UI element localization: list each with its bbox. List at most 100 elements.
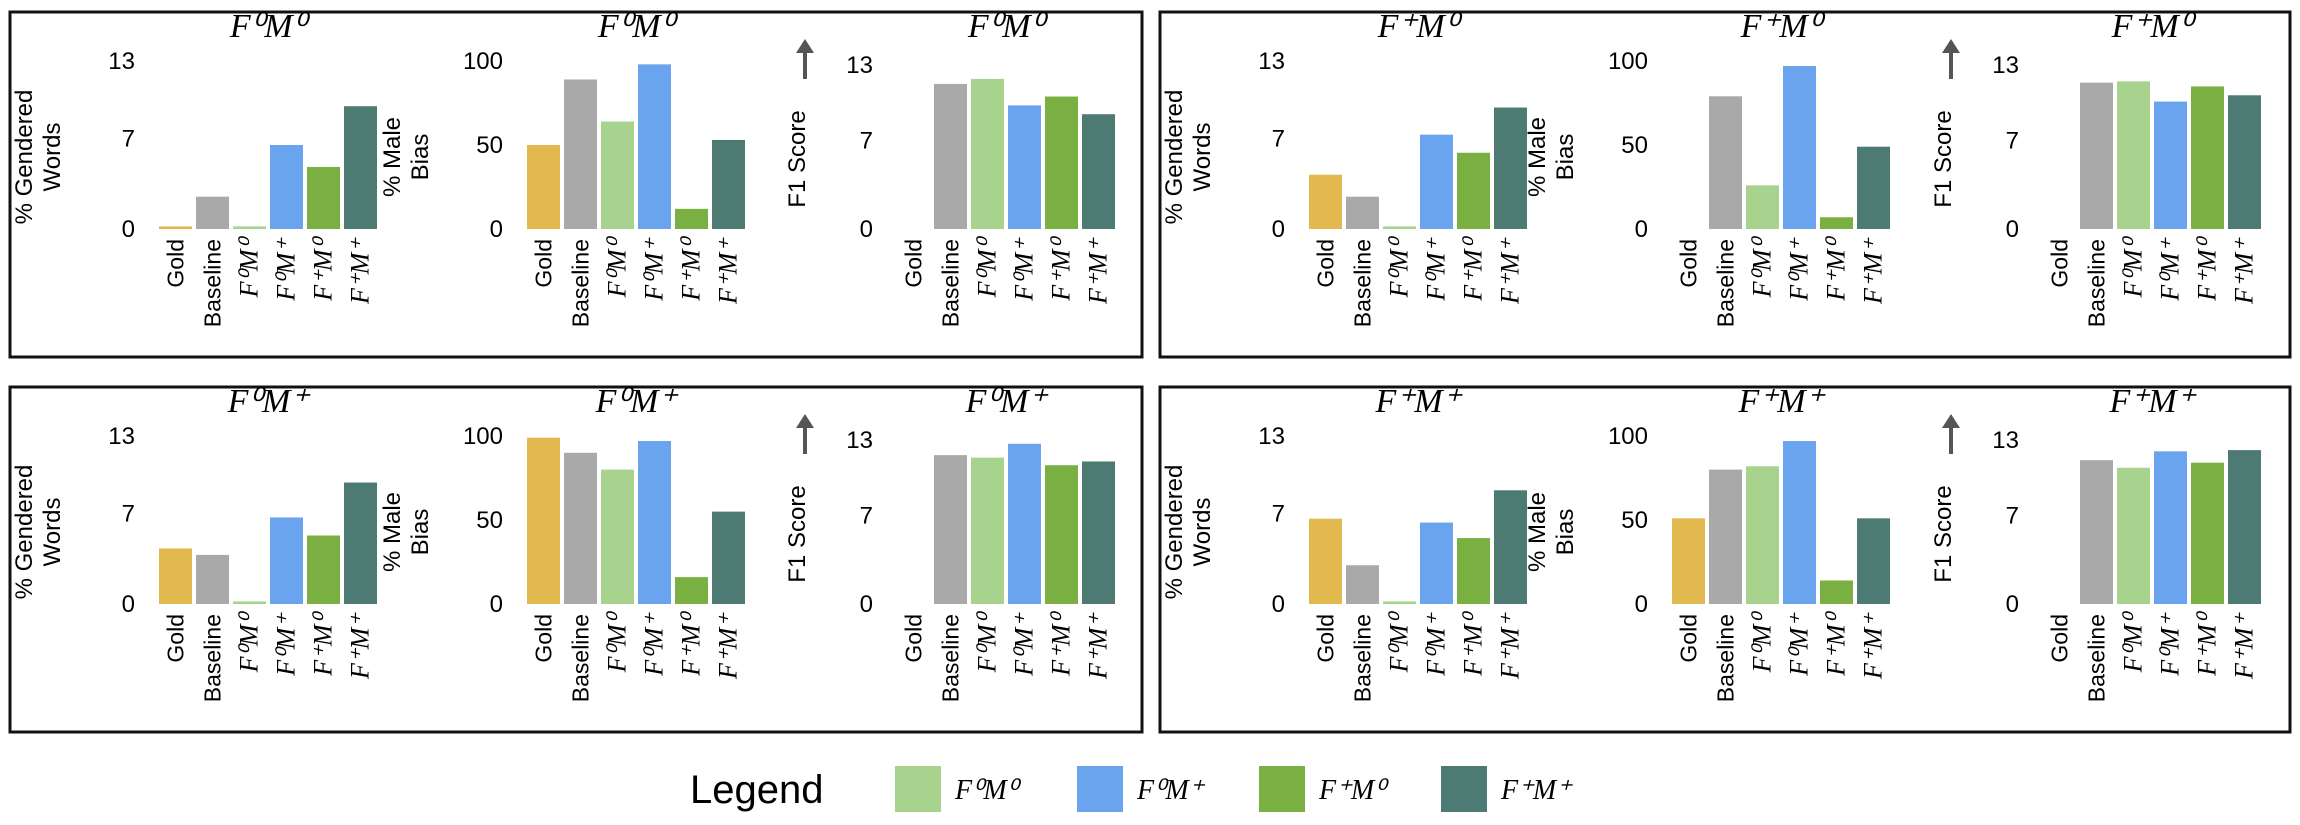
bar-fplusm0 xyxy=(1820,217,1853,229)
x-tick-label: F⁰M⁺ xyxy=(2156,612,2185,677)
up-arrow-icon xyxy=(796,414,814,454)
x-tick-label: Gold xyxy=(1676,239,1702,288)
y-axis-label: % MaleBias xyxy=(379,117,434,197)
bar-fplusm0 xyxy=(675,577,708,604)
bar-gold xyxy=(527,145,560,229)
chart-title: F⁺M⁺ xyxy=(2109,383,2198,420)
x-tick-label: Baseline xyxy=(1350,239,1376,327)
bar-f0mplus xyxy=(1008,443,1041,604)
bar-f0mplus xyxy=(1783,66,1816,229)
chart-title: F⁰M⁺ xyxy=(965,383,1050,420)
bar-f0mplus xyxy=(638,441,671,604)
y-tick-label: 13 xyxy=(846,427,873,454)
chart-title: F⁰M⁺ xyxy=(227,383,312,420)
y-tick-label: 13 xyxy=(1258,423,1285,450)
chart-title: F⁺M⁺ xyxy=(1375,383,1464,420)
y-axis-label: F1 Score xyxy=(784,110,811,207)
y-tick-label: 7 xyxy=(122,126,135,153)
bar-fplusm+ xyxy=(1857,518,1890,604)
y-axis-label: % GenderedWords xyxy=(11,90,66,225)
bar-gold xyxy=(1672,518,1705,604)
x-tick-label: F⁺M⁺ xyxy=(1084,612,1113,680)
y-tick-label: 100 xyxy=(1608,48,1648,75)
y-axis-label: % GenderedWords xyxy=(11,465,66,600)
x-tick-label: F⁺M⁰ xyxy=(677,610,706,676)
x-tick-label: Gold xyxy=(163,239,189,288)
bar-f0mplus xyxy=(2154,101,2187,229)
x-tick-label: Baseline xyxy=(2084,614,2110,702)
bar-f0m0 xyxy=(1746,185,1779,229)
x-tick-label: F⁰M⁰ xyxy=(973,235,1002,298)
y-tick-label: 13 xyxy=(108,48,135,75)
x-tick-label: F⁺M⁺ xyxy=(1084,237,1113,305)
bar-f0m0 xyxy=(971,78,1004,229)
x-tick-label: F⁺M⁰ xyxy=(1459,235,1488,301)
bar-baseline xyxy=(1346,196,1379,229)
bar-fplusm+ xyxy=(2228,450,2261,604)
chart-title: F⁺M⁰ xyxy=(1377,8,1463,45)
x-tick-label: Baseline xyxy=(2084,239,2110,327)
y-tick-label: 0 xyxy=(122,216,135,243)
y-tick-label: 100 xyxy=(1608,423,1648,450)
x-tick-label: F⁺M⁰ xyxy=(2193,235,2222,301)
x-tick-label: F⁰M⁺ xyxy=(272,237,301,302)
bar-f0m0 xyxy=(971,457,1004,604)
x-tick-label: Baseline xyxy=(200,614,226,702)
x-tick-label: Gold xyxy=(1313,239,1339,288)
y-tick-label: 0 xyxy=(1272,216,1285,243)
legend-item-label: F⁺M⁰ xyxy=(1318,775,1389,806)
x-tick-label: Gold xyxy=(2047,614,2073,663)
legend-item-label: F⁺M⁺ xyxy=(1500,775,1573,806)
x-tick-label: F⁰M⁺ xyxy=(2156,237,2185,302)
bar-gold xyxy=(159,226,192,229)
male-bias-chart: F⁰M⁺ 0 50 100 % MaleBias Gold Baseline F⁰M⁰ F⁰M⁺… xyxy=(379,383,745,702)
y-tick-label: 7 xyxy=(1272,126,1285,153)
chart-title: F⁰M⁰ xyxy=(597,8,679,45)
y-tick-label: 7 xyxy=(1272,501,1285,528)
y-axis-label: % MaleBias xyxy=(1524,492,1579,572)
group-panel-f0mp xyxy=(8,385,1144,734)
bar-baseline xyxy=(934,83,967,229)
y-axis-label: % MaleBias xyxy=(379,492,434,572)
x-tick-label: Gold xyxy=(531,239,557,288)
chart-title: F⁰M⁰ xyxy=(229,8,311,45)
x-tick-label: F⁺M⁰ xyxy=(309,235,338,301)
y-axis-label: F1 Score xyxy=(1930,485,1957,582)
chart-title: F⁰M⁰ xyxy=(967,8,1049,45)
y-tick-label: 100 xyxy=(463,423,503,450)
x-tick-label: F⁰M⁺ xyxy=(1422,612,1451,677)
bar-baseline xyxy=(564,79,597,229)
x-tick-label: F⁰M⁰ xyxy=(1385,235,1414,298)
bar-f0mplus xyxy=(1008,105,1041,229)
y-tick-label: 7 xyxy=(2006,128,2019,155)
x-tick-label: F⁰M⁺ xyxy=(272,612,301,677)
bar-fplusm0 xyxy=(2191,86,2224,229)
x-tick-label: Baseline xyxy=(938,239,964,327)
bar-fplusm0 xyxy=(1045,96,1078,230)
bar-fplusm+ xyxy=(1494,490,1527,604)
x-tick-label: F⁰M⁺ xyxy=(1422,237,1451,302)
f1-score-chart: F⁺M⁰ 0 7 13 F1 Score Gold Baseline F⁰M⁰ F⁰M⁺ F⁺M⁰… xyxy=(1930,8,2261,327)
x-tick-label: F⁺M⁺ xyxy=(346,612,375,680)
bar-f0m0 xyxy=(233,226,266,229)
bar-fplusm+ xyxy=(1082,461,1115,604)
y-axis-label: % MaleBias xyxy=(1524,117,1579,197)
x-tick-label: Gold xyxy=(531,614,557,663)
y-tick-label: 0 xyxy=(490,216,503,243)
x-tick-label: Baseline xyxy=(1713,614,1739,702)
bar-f0mplus xyxy=(638,64,671,229)
y-tick-label: 0 xyxy=(2006,591,2019,618)
bar-fplusm+ xyxy=(712,139,745,229)
legend-item-label: F⁰M⁰ xyxy=(954,775,1022,806)
y-tick-label: 50 xyxy=(476,132,503,159)
y-tick-label: 7 xyxy=(2006,503,2019,530)
x-tick-label: F⁺M⁰ xyxy=(1047,235,1076,301)
x-tick-label: F⁺M⁺ xyxy=(714,237,743,305)
legend: Legend F⁰M⁰ F⁰M⁺ F⁺M⁰ F⁺M⁺ xyxy=(690,766,1573,812)
bar-baseline xyxy=(2080,82,2113,230)
legend-title: Legend xyxy=(690,768,823,812)
bar-fplusm+ xyxy=(1857,146,1890,229)
x-tick-label: F⁰M⁰ xyxy=(1748,610,1777,673)
bar-f0m0 xyxy=(601,121,634,229)
y-axis-label: % GenderedWords xyxy=(1161,90,1216,225)
